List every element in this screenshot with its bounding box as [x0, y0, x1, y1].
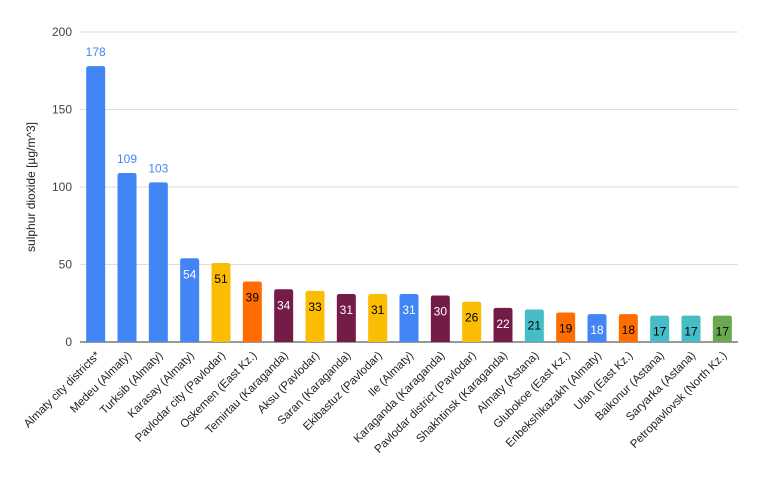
bars: [86, 66, 732, 342]
bar: [462, 301, 482, 342]
bar: [493, 307, 513, 342]
data-labels: 178 109 103 54 51 39 34 33 31 31 31 30 26 22 21 19 18 18 1…: [86, 45, 730, 339]
bar: [430, 295, 450, 342]
y-tick-label: 0: [65, 335, 72, 349]
bar: [524, 309, 544, 342]
bar: [305, 290, 325, 342]
data-label: 31: [402, 303, 416, 317]
data-label: 34: [277, 298, 291, 312]
bar: [399, 293, 419, 342]
data-label: 26: [465, 311, 479, 325]
bar: [556, 312, 576, 342]
data-label: 18: [590, 323, 604, 337]
y-tick-label: 50: [59, 258, 73, 272]
bar: [274, 289, 294, 342]
data-label: 54: [183, 267, 197, 281]
bar: [650, 315, 670, 342]
y-axis-ticks: 0 50 100 150 200: [52, 25, 72, 349]
data-label: 17: [716, 325, 730, 339]
data-label: 17: [653, 325, 667, 339]
data-label: 31: [371, 303, 385, 317]
y-axis-label: sulphur dioxide [µg/m^3]: [24, 122, 38, 252]
y-tick-label: 100: [52, 180, 72, 194]
bar: [712, 315, 732, 342]
data-label: 39: [246, 291, 260, 305]
bar: [242, 281, 262, 342]
bar: [148, 182, 168, 342]
data-label: 33: [308, 300, 322, 314]
bar: [336, 293, 356, 342]
bar: [618, 314, 638, 342]
bar: [368, 293, 388, 342]
y-tick-label: 200: [52, 25, 72, 39]
data-label: 17: [684, 325, 698, 339]
y-tick-label: 150: [52, 103, 72, 117]
data-label: 103: [148, 161, 168, 175]
bar: [86, 66, 106, 342]
x-axis-tick-labels: Almaty city districts*Medeu (Almaty)Turk…: [22, 349, 730, 455]
data-label: 22: [496, 317, 510, 331]
data-label: 109: [117, 152, 137, 166]
data-label: 178: [86, 45, 106, 59]
data-label: 19: [559, 322, 573, 336]
data-label: 18: [622, 323, 636, 337]
bar: [211, 262, 231, 342]
data-label: 30: [434, 305, 448, 319]
bar: [587, 314, 607, 342]
data-label: 21: [528, 318, 542, 332]
data-label: 51: [214, 272, 228, 286]
bar: [180, 258, 200, 342]
data-label: 31: [340, 303, 354, 317]
bar: [117, 173, 137, 342]
bar: [681, 315, 701, 342]
